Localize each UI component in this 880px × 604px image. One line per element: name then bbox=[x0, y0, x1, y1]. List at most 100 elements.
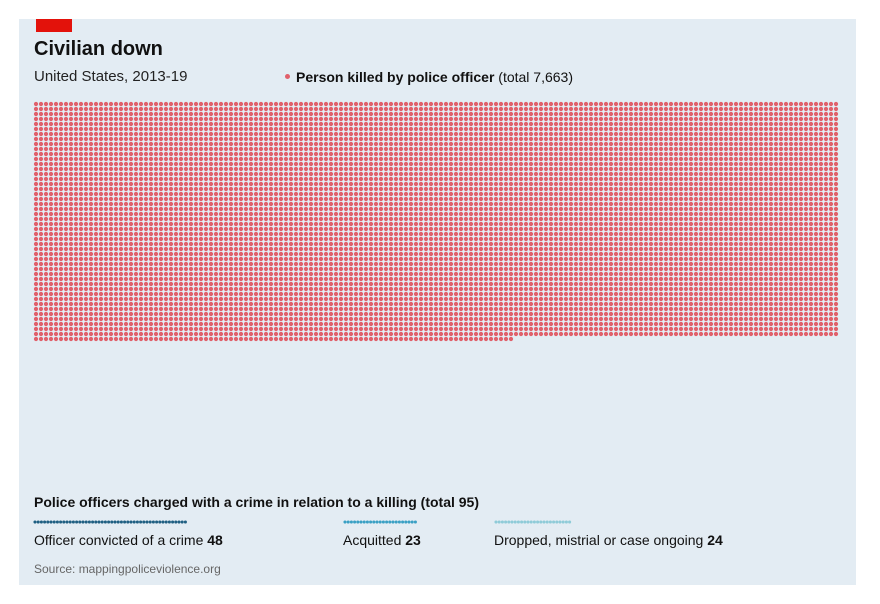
killed-dot bbox=[533, 251, 539, 257]
killed-dot bbox=[613, 181, 619, 187]
killed-dot bbox=[108, 206, 114, 212]
killed-dot bbox=[373, 201, 379, 207]
killed-dot bbox=[798, 101, 804, 107]
killed-dot bbox=[583, 201, 589, 207]
killed-dot bbox=[68, 146, 74, 152]
killed-dot bbox=[318, 106, 324, 112]
killed-dot bbox=[433, 216, 439, 222]
killed-dot bbox=[768, 161, 774, 167]
killed-dot bbox=[543, 186, 549, 192]
killed-dot bbox=[393, 136, 399, 142]
killed-dot bbox=[828, 131, 834, 137]
killed-dot bbox=[353, 211, 359, 217]
killed-dot bbox=[278, 231, 284, 237]
killed-dot bbox=[158, 251, 164, 257]
killed-dot bbox=[223, 156, 229, 162]
killed-dot bbox=[273, 141, 279, 147]
killed-dot bbox=[498, 241, 504, 247]
killed-dot bbox=[443, 246, 449, 252]
killed-dot bbox=[363, 126, 369, 132]
killed-dot bbox=[243, 221, 249, 227]
killed-dot bbox=[403, 191, 409, 197]
killed-dot bbox=[653, 191, 659, 197]
killed-dot bbox=[473, 106, 479, 112]
killed-dot bbox=[88, 216, 94, 222]
killed-dot bbox=[448, 141, 454, 147]
killed-dot bbox=[808, 131, 814, 137]
killed-dot bbox=[653, 231, 659, 237]
killed-dot bbox=[408, 226, 414, 232]
killed-dot bbox=[698, 136, 704, 142]
killed-dot bbox=[163, 126, 169, 132]
killed-dot bbox=[688, 136, 694, 142]
killed-dot bbox=[493, 116, 499, 122]
killed-dot bbox=[178, 186, 184, 192]
killed-dot bbox=[438, 241, 444, 247]
killed-dot bbox=[398, 181, 404, 187]
killed-dot bbox=[283, 216, 289, 222]
killed-dot bbox=[143, 181, 149, 187]
killed-dot bbox=[553, 171, 559, 177]
killed-dot bbox=[713, 156, 719, 162]
killed-dot bbox=[248, 191, 254, 197]
killed-dot bbox=[373, 131, 379, 137]
killed-dot bbox=[598, 151, 604, 157]
killed-dot bbox=[768, 186, 774, 192]
killed-dot bbox=[358, 211, 364, 217]
killed-dot bbox=[68, 241, 74, 247]
killed-dot bbox=[88, 191, 94, 197]
killed-dot bbox=[273, 166, 279, 172]
killed-dot bbox=[173, 136, 179, 142]
killed-dot bbox=[758, 126, 764, 132]
killed-dot bbox=[448, 111, 454, 117]
killed-dot bbox=[103, 196, 109, 202]
killed-dot bbox=[343, 176, 349, 182]
killed-dot bbox=[123, 186, 129, 192]
killed-dot bbox=[128, 161, 134, 167]
killed-dot bbox=[118, 101, 124, 107]
killed-dot bbox=[498, 186, 504, 192]
killed-dot bbox=[73, 186, 79, 192]
killed-dot bbox=[718, 121, 724, 127]
killed-dot bbox=[483, 221, 489, 227]
killed-dot bbox=[618, 146, 624, 152]
killed-dot bbox=[338, 216, 344, 222]
killed-dot bbox=[638, 171, 644, 177]
killed-dot bbox=[423, 216, 429, 222]
killed-dot bbox=[188, 221, 194, 227]
killed-dot bbox=[483, 116, 489, 122]
killed-dot bbox=[808, 236, 814, 242]
killed-dot bbox=[783, 201, 789, 207]
killed-dot bbox=[703, 246, 709, 252]
killed-dot bbox=[633, 176, 639, 182]
killed-dot bbox=[743, 166, 749, 172]
killed-dot bbox=[443, 116, 449, 122]
killed-dot bbox=[653, 211, 659, 217]
killed-dot bbox=[813, 241, 819, 247]
killed-dot bbox=[713, 181, 719, 187]
killed-dot bbox=[163, 156, 169, 162]
killed-dot bbox=[538, 151, 544, 157]
killed-dot bbox=[133, 131, 139, 137]
killed-dot bbox=[108, 181, 114, 187]
killed-dot bbox=[608, 176, 614, 182]
killed-dot bbox=[253, 161, 259, 167]
killed-dot bbox=[678, 151, 684, 157]
killed-dot bbox=[603, 151, 609, 157]
killed-dot bbox=[613, 156, 619, 162]
killed-dot bbox=[328, 151, 334, 157]
killed-dot bbox=[48, 226, 54, 232]
killed-dot bbox=[88, 206, 94, 212]
killed-dot bbox=[558, 166, 564, 172]
killed-dot bbox=[763, 176, 769, 182]
killed-dot bbox=[203, 151, 209, 157]
killed-dot bbox=[588, 151, 594, 157]
killed-dot bbox=[728, 151, 734, 157]
killed-dot bbox=[348, 201, 354, 207]
killed-dot bbox=[348, 246, 354, 252]
killed-dot bbox=[63, 161, 69, 167]
killed-dot bbox=[163, 216, 169, 222]
killed-dot bbox=[38, 231, 44, 237]
killed-dot bbox=[573, 146, 579, 152]
killed-dot bbox=[413, 141, 419, 147]
